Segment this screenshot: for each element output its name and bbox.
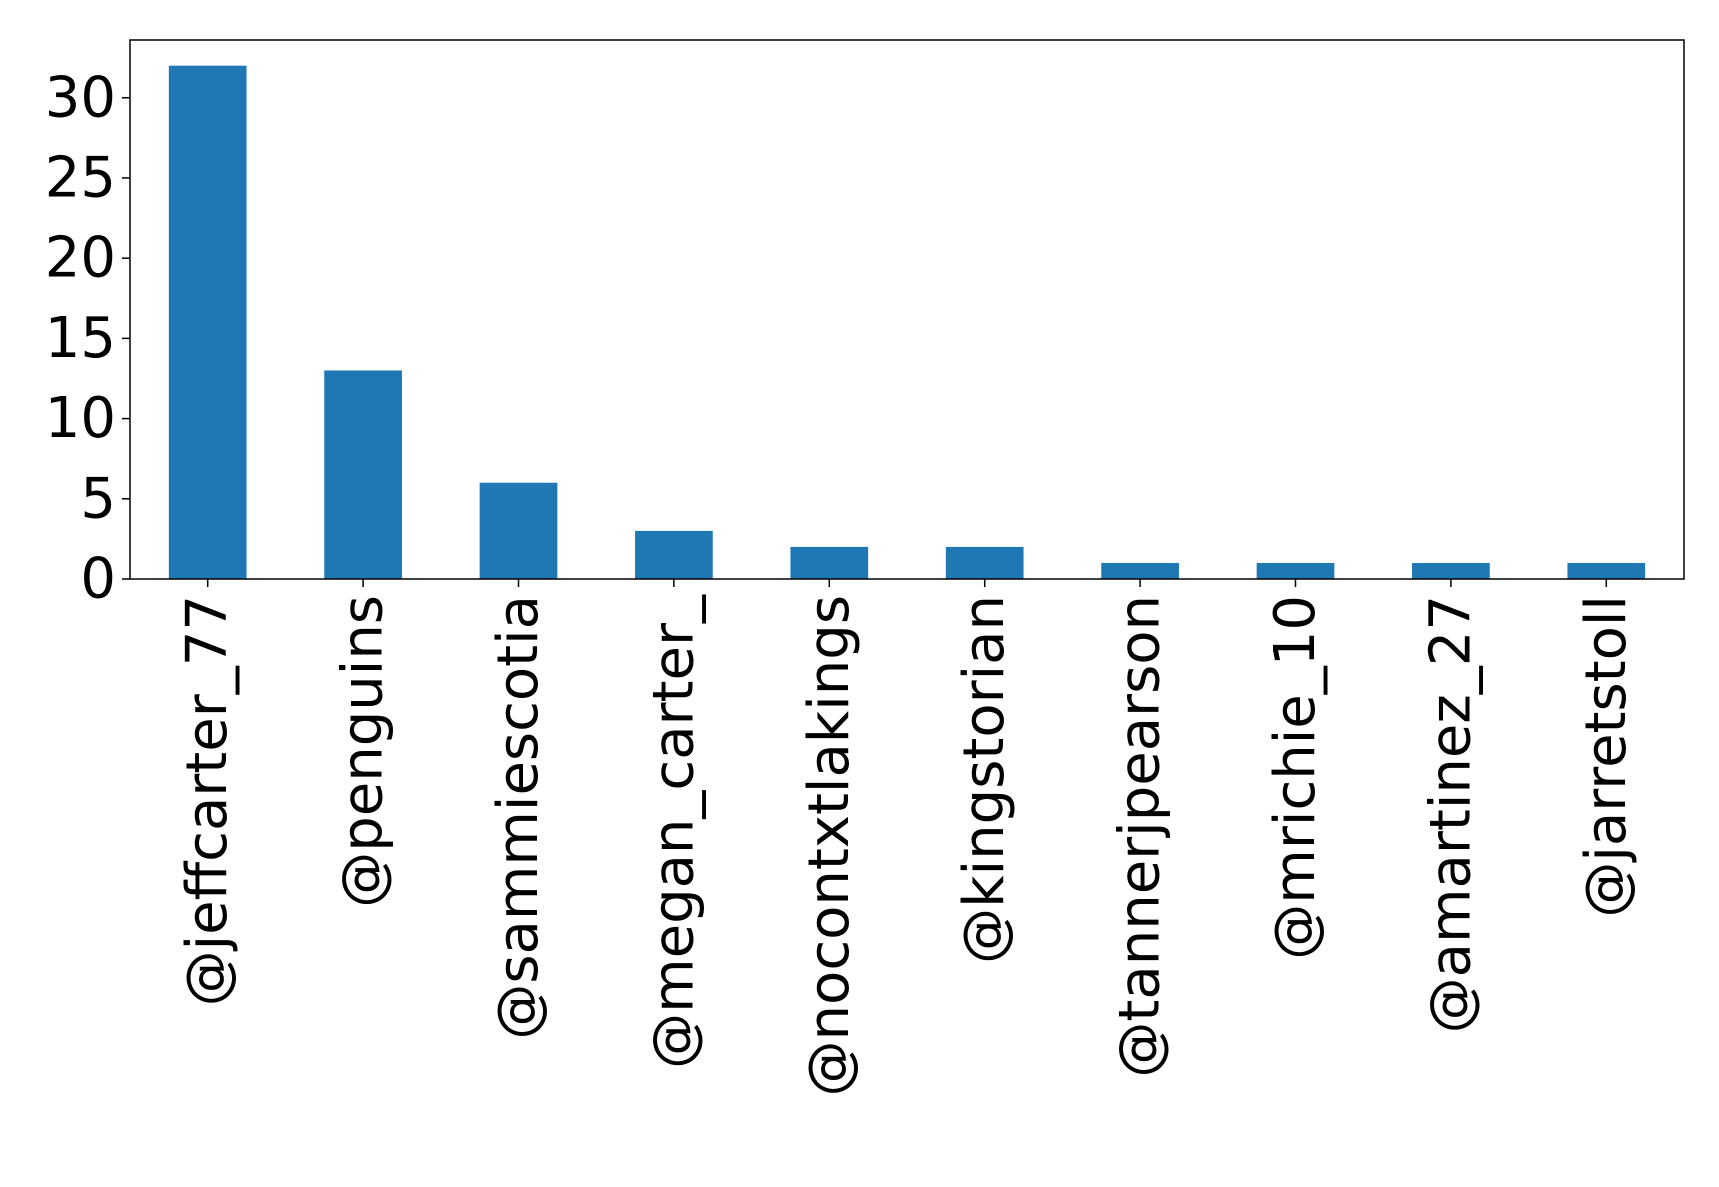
x-tick-label: @mrichie_10 bbox=[1263, 595, 1328, 960]
x-tick-label: @amartinez_27 bbox=[1418, 595, 1483, 1033]
x-tick-label: @kingstorian bbox=[952, 595, 1017, 964]
bar bbox=[1101, 562, 1179, 579]
x-tick-label: @jarretstoll bbox=[1574, 595, 1639, 918]
bar bbox=[1567, 562, 1646, 579]
y-tick-label: 10 bbox=[45, 386, 116, 451]
y-tick-label: 0 bbox=[80, 547, 116, 612]
bars-group bbox=[168, 65, 1646, 579]
x-tick-label: @nocontxtlakings bbox=[797, 595, 862, 1096]
y-tick-label: 20 bbox=[45, 226, 116, 291]
bar bbox=[479, 482, 558, 579]
y-tick-label: 5 bbox=[80, 466, 116, 531]
y-tick-label: 25 bbox=[45, 145, 116, 210]
bar bbox=[1256, 562, 1335, 579]
bar bbox=[790, 546, 869, 579]
bar bbox=[945, 546, 1024, 579]
y-tick-label: 15 bbox=[45, 306, 116, 371]
x-tick-label: @tannerjpearson bbox=[1108, 595, 1173, 1078]
bar bbox=[635, 530, 713, 579]
bar bbox=[324, 370, 402, 579]
x-tick-label: @penguins bbox=[331, 595, 396, 908]
x-axis: @jeffcarter_77 @penguins @sammiescotia @meg… bbox=[175, 579, 1639, 1096]
bar bbox=[168, 65, 247, 579]
plot-frame bbox=[129, 39, 1685, 580]
bar bbox=[1412, 562, 1490, 579]
x-tick-label: @megan_carter_ bbox=[641, 594, 706, 1069]
x-tick-label: @jeffcarter_77 bbox=[175, 595, 240, 1006]
y-axis: 0 5 10 15 20 25 30 bbox=[45, 65, 130, 612]
y-tick-label: 30 bbox=[45, 65, 116, 130]
x-tick-label: @sammiescotia bbox=[486, 595, 551, 1040]
